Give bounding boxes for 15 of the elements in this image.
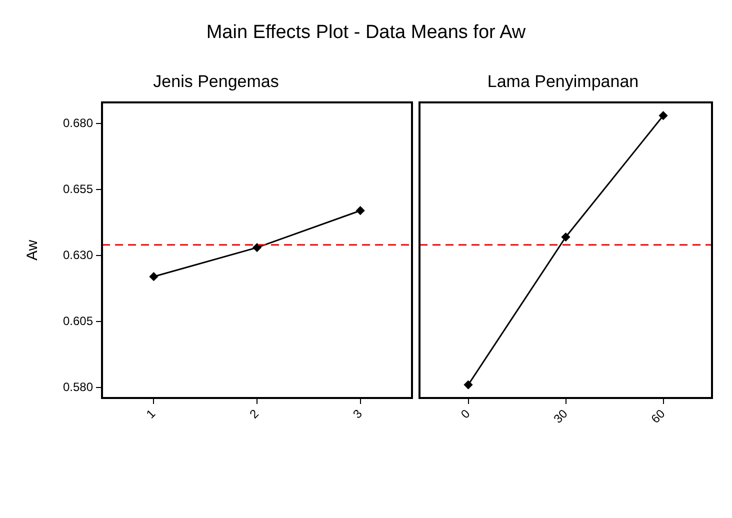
y-tick-label: 0.680 xyxy=(63,116,94,130)
y-tick-label: 0.580 xyxy=(63,380,94,394)
y-tick-label: 0.655 xyxy=(63,182,94,196)
y-axis-title: Aw xyxy=(24,240,42,260)
x-tick-label: 2 xyxy=(246,406,262,422)
x-tick-label: 30 xyxy=(550,406,570,426)
y-tick-label: 0.630 xyxy=(63,248,94,262)
chart-title: Main Effects Plot - Data Means for Aw xyxy=(205,22,527,44)
chart-subtitle: Lama Penyimpanan xyxy=(487,72,639,91)
y-tick-label: 0.605 xyxy=(63,314,94,328)
x-tick-label: 0 xyxy=(458,406,473,422)
x-tick-label: 60 xyxy=(648,406,668,426)
x-tick-label: 1 xyxy=(144,406,158,422)
chart-subtitle: Jenis Pengemas xyxy=(153,72,279,91)
x-tick-label: 3 xyxy=(350,406,366,422)
